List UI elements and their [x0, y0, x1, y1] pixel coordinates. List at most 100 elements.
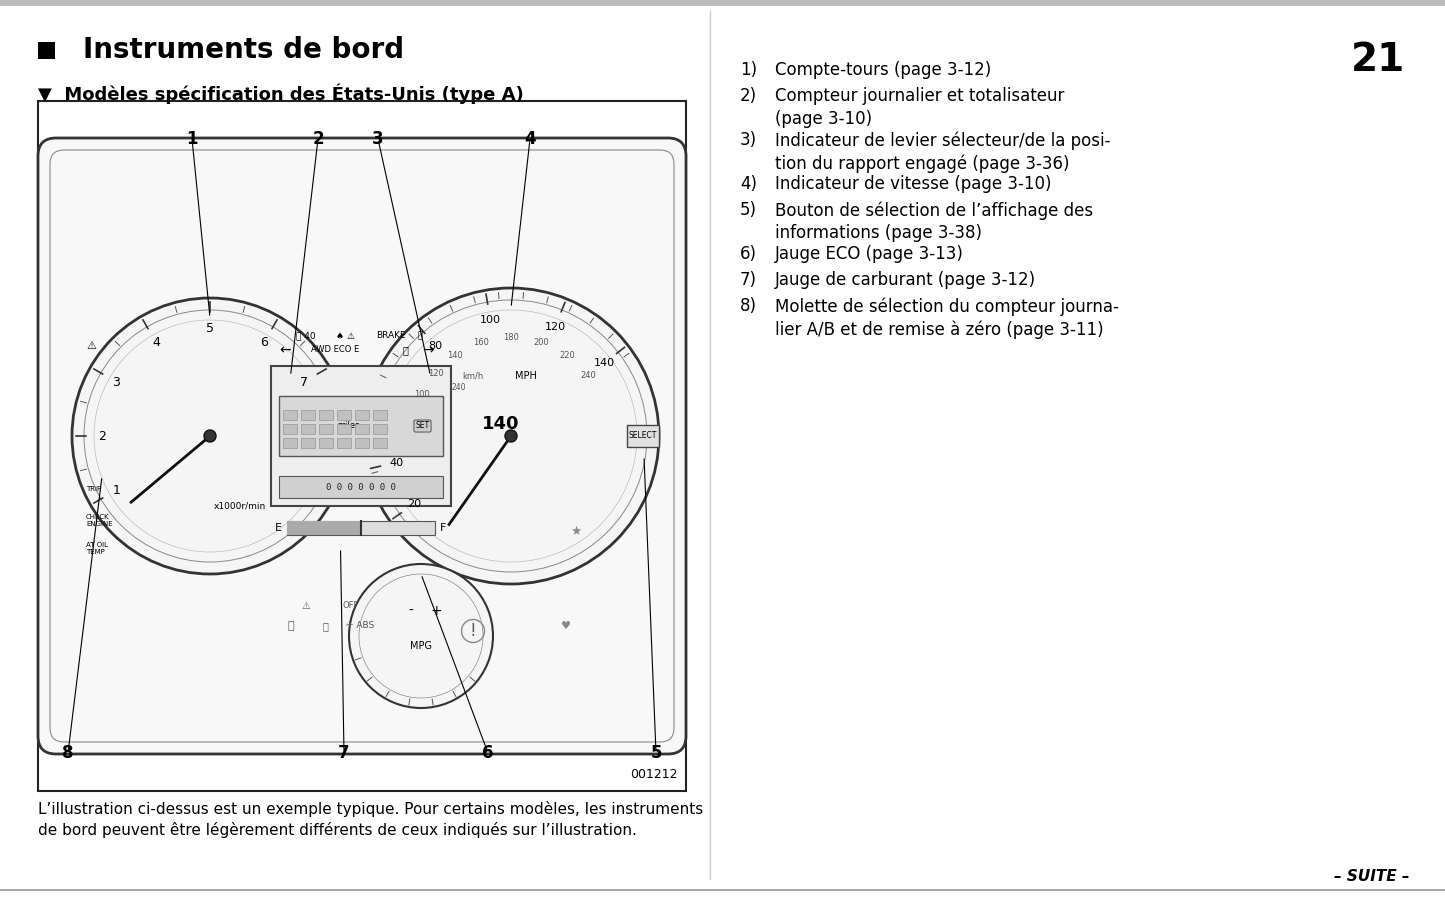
Bar — [627, 425, 659, 447]
Bar — [354, 438, 368, 448]
Text: 8): 8) — [740, 297, 757, 315]
Text: 100: 100 — [480, 315, 501, 325]
Text: 80: 80 — [428, 341, 442, 351]
Text: 7): 7) — [740, 271, 757, 289]
Text: 100: 100 — [415, 390, 431, 399]
Text: 5: 5 — [207, 322, 214, 335]
Text: Compteur journalier et totalisateur
(page 3-10): Compteur journalier et totalisateur (pag… — [775, 87, 1065, 128]
Text: 220: 220 — [559, 351, 575, 360]
Text: x1000r/min: x1000r/min — [214, 502, 266, 511]
Text: 8: 8 — [314, 429, 322, 443]
Bar — [318, 438, 332, 448]
Text: Ⓑ: Ⓑ — [322, 621, 328, 631]
Text: 7: 7 — [338, 744, 350, 762]
Text: AWD ECO E: AWD ECO E — [311, 345, 360, 355]
Text: ←: ← — [280, 343, 292, 357]
Text: ★: ★ — [571, 524, 582, 537]
Bar — [337, 424, 351, 434]
Bar — [337, 438, 351, 448]
Text: CHECK
ENGINE: CHECK ENGINE — [87, 514, 113, 527]
Text: 6: 6 — [483, 744, 494, 762]
Text: Compte-tours (page 3-12): Compte-tours (page 3-12) — [775, 61, 991, 79]
Text: 120: 120 — [545, 322, 566, 332]
Text: -: - — [409, 604, 413, 618]
Text: 1: 1 — [113, 484, 120, 496]
Text: 40: 40 — [389, 457, 403, 467]
Text: ⚠: ⚠ — [301, 601, 309, 611]
Text: ✈ ABS: ✈ ABS — [347, 622, 374, 631]
Bar — [301, 424, 315, 434]
Text: L’illustration ci-dessus est un exemple typique. Pour certains modèles, les inst: L’illustration ci-dessus est un exemple … — [38, 801, 704, 838]
Text: 140: 140 — [483, 415, 520, 433]
Bar — [38, 101, 686, 791]
Text: 20: 20 — [407, 499, 422, 509]
Text: 3: 3 — [373, 130, 384, 148]
Text: BRAKE: BRAKE — [376, 332, 405, 341]
Bar — [373, 424, 386, 434]
Bar — [373, 410, 386, 420]
Text: MPH: MPH — [514, 371, 538, 381]
Text: ⚠: ⚠ — [87, 341, 95, 351]
Bar — [38, 42, 55, 59]
Text: OFF: OFF — [342, 602, 358, 611]
Bar — [270, 366, 451, 506]
Text: 4: 4 — [525, 130, 536, 148]
Circle shape — [72, 298, 348, 574]
Text: ⓘ: ⓘ — [418, 332, 423, 341]
Text: 21: 21 — [1351, 41, 1405, 79]
Text: 3: 3 — [113, 375, 120, 388]
Text: Bouton de sélection de l’affichage des
informations (page 3-38): Bouton de sélection de l’affichage des i… — [775, 201, 1092, 243]
Text: 3): 3) — [740, 131, 757, 149]
Bar — [286, 521, 435, 535]
Bar — [0, 889, 1445, 891]
Text: Indicateur de vitesse (page 3-10): Indicateur de vitesse (page 3-10) — [775, 175, 1052, 193]
Text: ♥: ♥ — [561, 621, 571, 631]
Text: Indicateur de levier sélecteur/de la posi-
tion du rapport engagé (page 3-36): Indicateur de levier sélecteur/de la pos… — [775, 131, 1111, 173]
Text: ▼  Modèles spécification des États-Unis (type A): ▼ Modèles spécification des États-Unis (… — [38, 83, 523, 104]
Text: – SUITE –: – SUITE – — [1335, 869, 1410, 884]
Text: ⓘ: ⓘ — [403, 345, 409, 355]
Text: 4: 4 — [152, 336, 160, 349]
Bar — [301, 410, 315, 420]
Bar — [0, 0, 1445, 6]
Text: 8: 8 — [62, 744, 74, 762]
Text: -20: -20 — [425, 488, 436, 496]
Text: 6): 6) — [740, 245, 757, 263]
Text: miles: miles — [337, 422, 360, 431]
Text: 20: 20 — [426, 488, 435, 496]
Text: 001212: 001212 — [630, 768, 678, 781]
Text: SET: SET — [416, 422, 429, 431]
Bar — [373, 438, 386, 448]
Text: 2): 2) — [740, 87, 757, 105]
Circle shape — [204, 430, 215, 442]
Text: 240: 240 — [452, 384, 467, 393]
Text: MPG: MPG — [410, 641, 432, 651]
Text: 200: 200 — [533, 338, 549, 347]
Text: →: → — [423, 343, 435, 357]
Text: Molette de sélection du compteur journa-
lier A/B et de remise à zéro (page 3-11: Molette de sélection du compteur journa-… — [775, 297, 1118, 339]
FancyBboxPatch shape — [38, 138, 686, 754]
Text: 2: 2 — [98, 429, 105, 443]
Text: 140: 140 — [447, 351, 462, 360]
Bar — [354, 410, 368, 420]
Text: ⛽: ⛽ — [288, 621, 293, 631]
Text: ♠ ⚠: ♠ ⚠ — [335, 332, 355, 341]
Text: E: E — [275, 523, 282, 533]
Bar — [279, 476, 442, 498]
Text: 0 0 0 0 0 0 0: 0 0 0 0 0 0 0 — [325, 483, 396, 492]
Text: 5: 5 — [650, 744, 662, 762]
Text: 4): 4) — [740, 175, 757, 193]
Text: 2: 2 — [312, 130, 324, 148]
Bar — [337, 410, 351, 420]
Text: 5): 5) — [740, 201, 757, 219]
Text: 60: 60 — [390, 401, 405, 411]
Bar — [286, 521, 360, 535]
Text: SELECT: SELECT — [629, 432, 657, 441]
Bar — [283, 410, 296, 420]
Text: 60: 60 — [407, 432, 418, 441]
Text: Jauge ECO (page 3-13): Jauge ECO (page 3-13) — [775, 245, 964, 263]
Circle shape — [350, 564, 493, 708]
Text: Instruments de bord: Instruments de bord — [82, 36, 405, 65]
Text: TRIP: TRIP — [87, 486, 101, 492]
Text: AT OIL
TEMP: AT OIL TEMP — [87, 542, 108, 555]
